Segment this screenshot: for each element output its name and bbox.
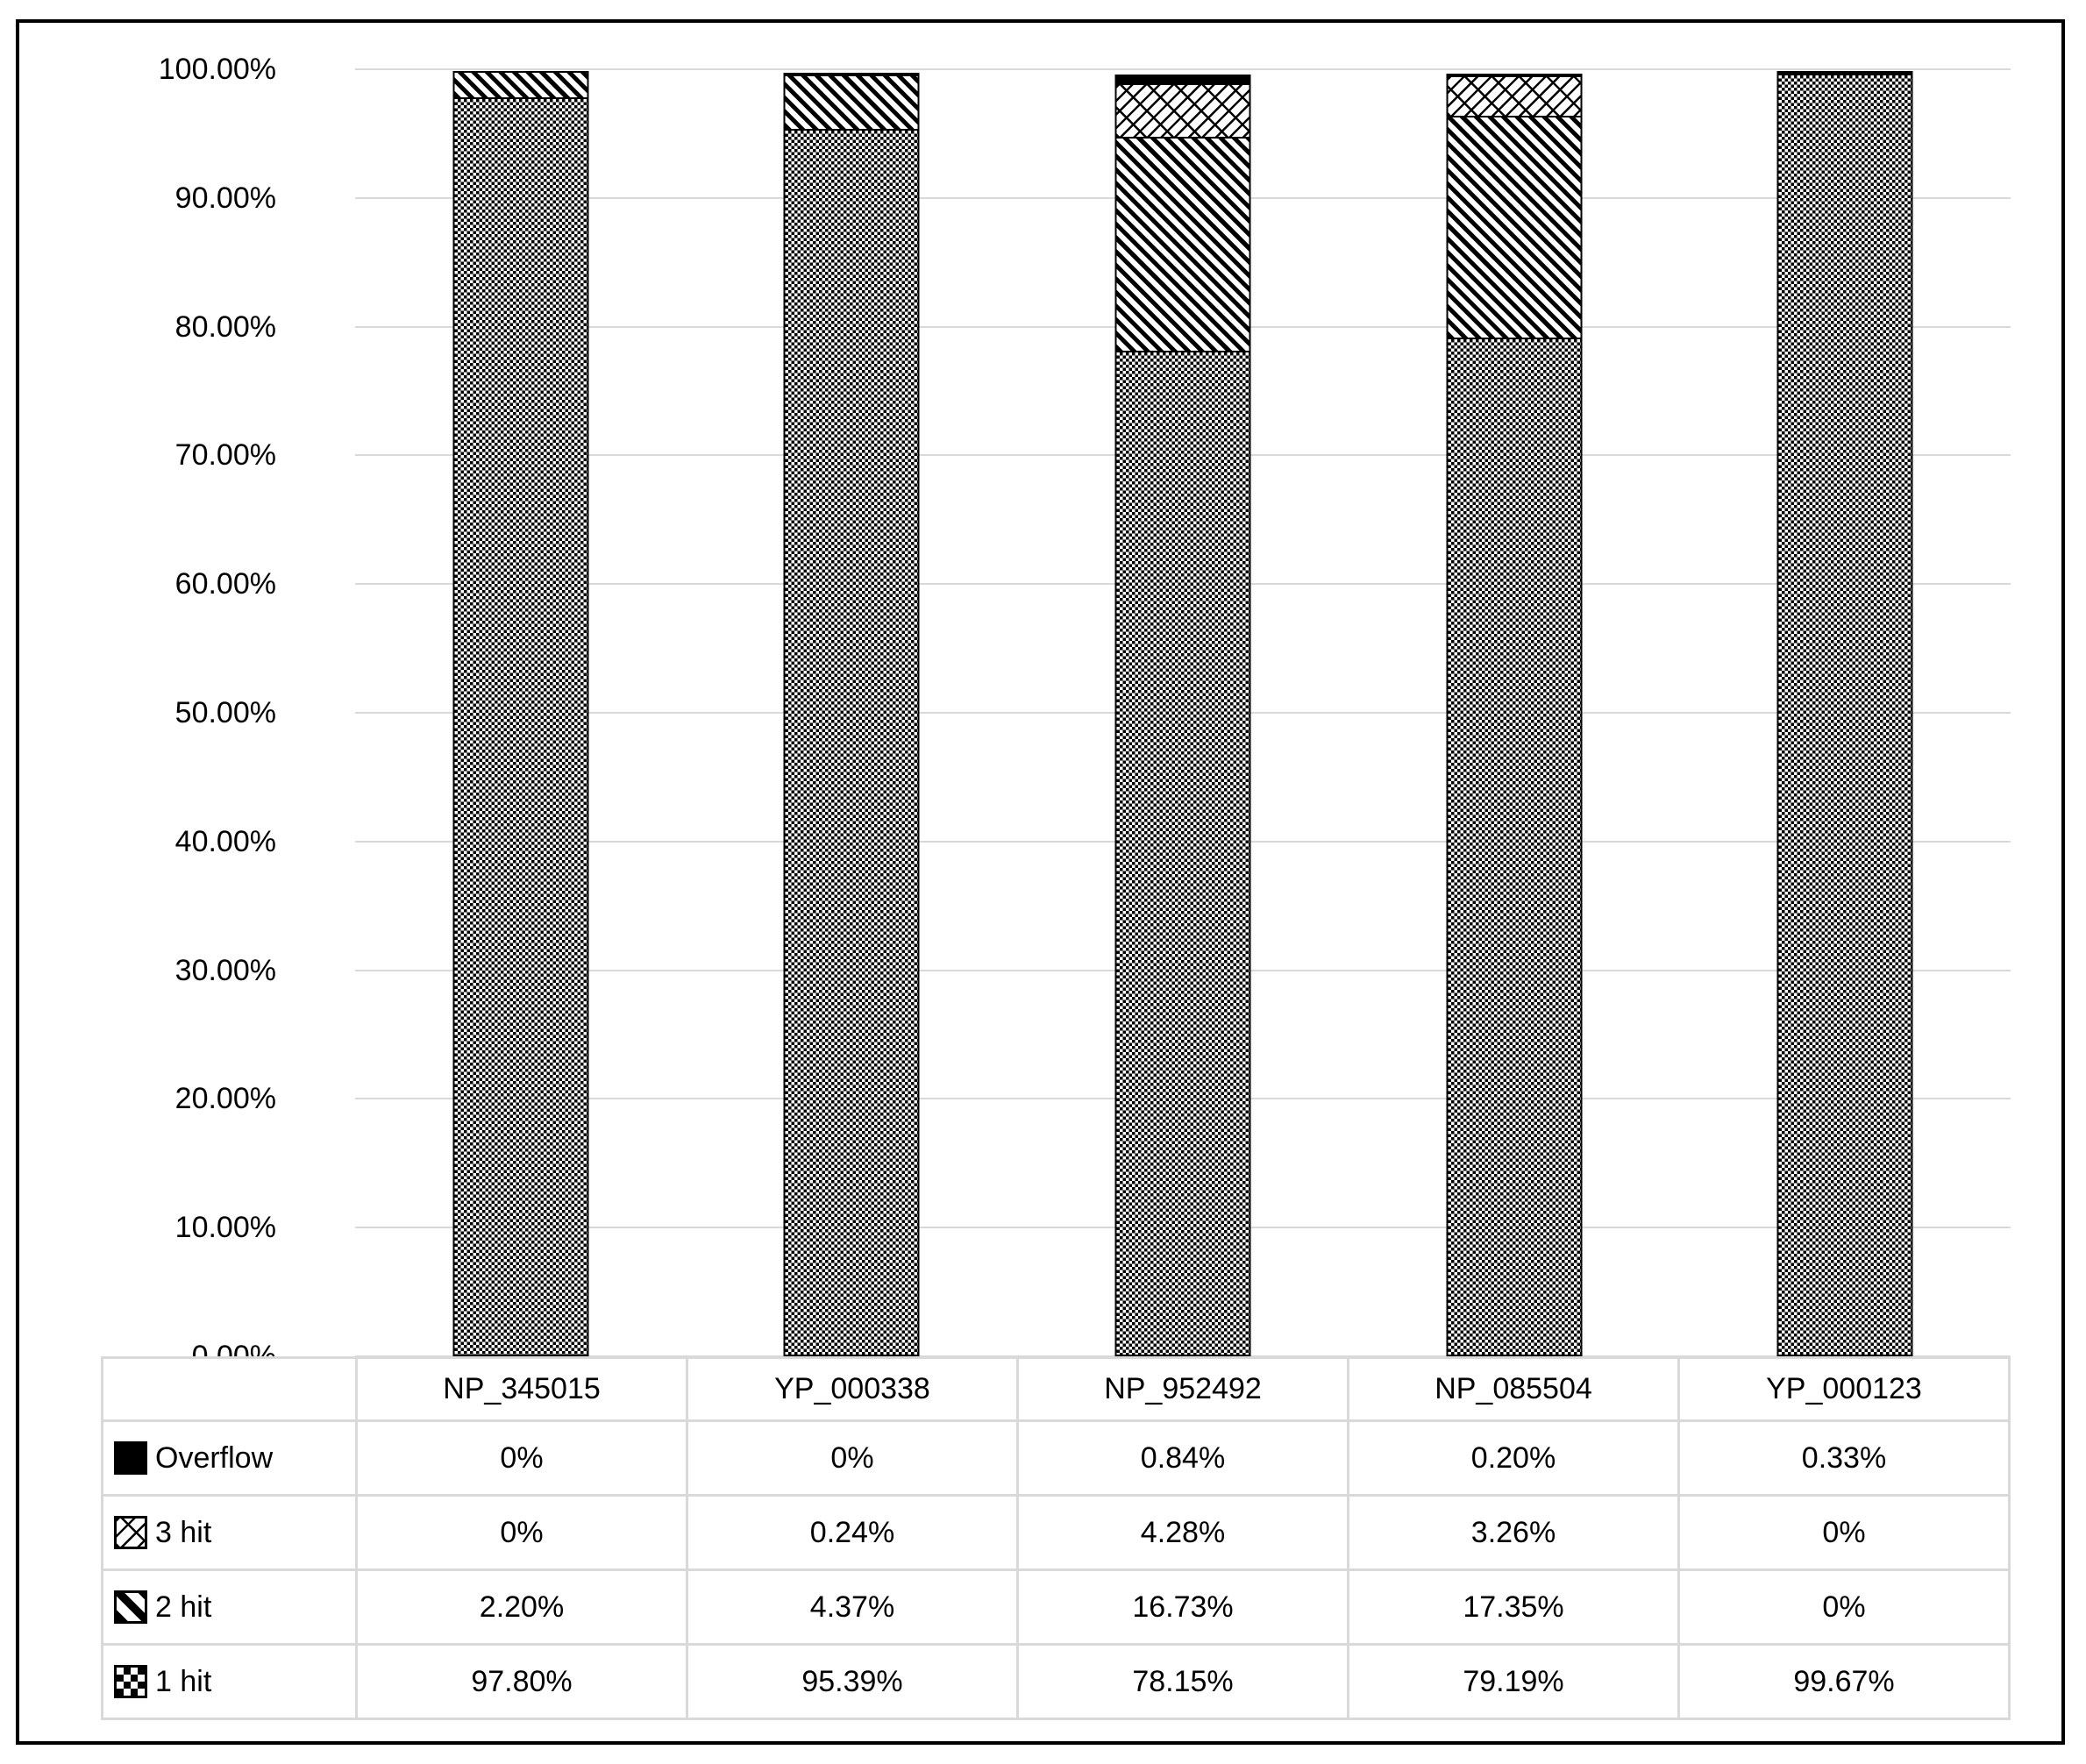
table-row-1hit: 1 hit 97.80% 95.39% 78.15% 79.19% 99.67%: [101, 1643, 2011, 1720]
category-header: NP_085504: [1347, 1356, 1680, 1422]
legend-cell-2hit: 2 hit: [101, 1568, 358, 1646]
table-row-2hit: 2 hit 2.20% 4.37% 16.73% 17.35% 0%: [101, 1568, 2011, 1646]
table-cell: 0%: [1677, 1494, 2011, 1571]
plot-area: [355, 68, 2011, 1357]
table-row-overflow: Overflow 0% 0% 0.84% 0.20% 0.33%: [101, 1419, 2011, 1497]
bar-segment-2-hit: [452, 71, 589, 100]
checkerboard-swatch-icon: [114, 1665, 147, 1698]
gridline: [355, 68, 2011, 70]
table-cell: 4.37%: [686, 1568, 1019, 1646]
bar-segment-2-hit: [1446, 115, 1583, 339]
table-cell: 99.67%: [1677, 1643, 2011, 1720]
bar-segment-2-hit: [783, 74, 920, 131]
y-axis-label: 60.00%: [174, 567, 276, 601]
stacked-bar-YP_000338: [783, 69, 920, 1356]
y-axis-label: 80.00%: [174, 309, 276, 344]
y-axis-label: 90.00%: [174, 181, 276, 215]
table-cell: 0.84%: [1016, 1419, 1349, 1497]
legend-cell-3hit: 3 hit: [101, 1494, 358, 1571]
diagonal-stripes-swatch-icon: [114, 1590, 147, 1624]
legend-cell-1hit: 1 hit: [101, 1643, 358, 1720]
table-cell: 0%: [355, 1494, 688, 1571]
table-cell: 0%: [1677, 1568, 2011, 1646]
table-cell: 2.20%: [355, 1568, 688, 1646]
bar-segment-1-hit: [1446, 337, 1583, 1356]
series-label: 1 hit: [155, 1664, 212, 1698]
stacked-bar-YP_000123: [1776, 69, 1913, 1356]
data-table: NP_345015 YP_000338 NP_952492 NP_085504 …: [101, 1356, 2011, 1720]
table-cell: 0%: [686, 1419, 1019, 1497]
bar-segment-2-hit: [1114, 137, 1251, 352]
table-corner-cell: [101, 1356, 358, 1422]
table-cell: 17.35%: [1347, 1568, 1680, 1646]
series-label: Overflow: [155, 1440, 274, 1475]
category-header: NP_345015: [355, 1356, 688, 1422]
series-label: 2 hit: [155, 1590, 212, 1624]
table-cell: 3.26%: [1347, 1494, 1680, 1571]
bar-segment-1-hit: [452, 97, 589, 1356]
category-header-row: NP_345015 YP_000338 NP_952492 NP_085504 …: [101, 1356, 2011, 1422]
table-row-3hit: 3 hit 0% 0.24% 4.28% 3.26% 0%: [101, 1494, 2011, 1571]
category-header: NP_952492: [1016, 1356, 1349, 1422]
y-axis-label: 10.00%: [174, 1211, 276, 1245]
y-axis-label: 30.00%: [174, 953, 276, 987]
y-axis-label: 70.00%: [174, 438, 276, 473]
table-cell: 4.28%: [1016, 1494, 1349, 1571]
table-cell: 95.39%: [686, 1643, 1019, 1720]
bar-segment-3-hit: [1446, 75, 1583, 117]
gridline: [355, 1355, 2011, 1357]
bar-segment-3-hit: [1114, 83, 1251, 139]
table-cell: 78.15%: [1016, 1643, 1349, 1720]
stacked-bar-NP_345015: [452, 69, 589, 1356]
table-cell: 97.80%: [355, 1643, 688, 1720]
y-axis: 100.00% 90.00% 80.00% 70.00% 60.00% 50.00% 40.…: [88, 54, 316, 1371]
y-axis-label: 100.00%: [158, 53, 276, 86]
y-axis-label: 20.00%: [174, 1082, 276, 1116]
table-cell: 79.19%: [1347, 1643, 1680, 1720]
solid-black-swatch-icon: [114, 1441, 147, 1475]
table-cell: 0.20%: [1347, 1419, 1680, 1497]
stacked-bar-NP_085504: [1446, 69, 1583, 1356]
category-header: YP_000123: [1677, 1356, 2011, 1422]
table-cell: 0.33%: [1677, 1419, 2011, 1497]
bar-segment-1-hit: [1776, 73, 1913, 1356]
y-axis-label: 40.00%: [174, 824, 276, 858]
table-cell: 0.24%: [686, 1494, 1019, 1571]
table-cell: 16.73%: [1016, 1568, 1349, 1646]
diagonal-lattice-swatch-icon: [114, 1516, 147, 1549]
bar-segment-1-hit: [1114, 350, 1251, 1356]
category-header: YP_000338: [686, 1356, 1019, 1422]
table-cell: 0%: [355, 1419, 688, 1497]
y-axis-label: 50.00%: [174, 696, 276, 729]
legend-cell-overflow: Overflow: [101, 1419, 358, 1497]
bar-segment-1-hit: [783, 128, 920, 1356]
series-label: 3 hit: [155, 1515, 212, 1549]
stacked-bar-NP_952492: [1114, 69, 1251, 1356]
